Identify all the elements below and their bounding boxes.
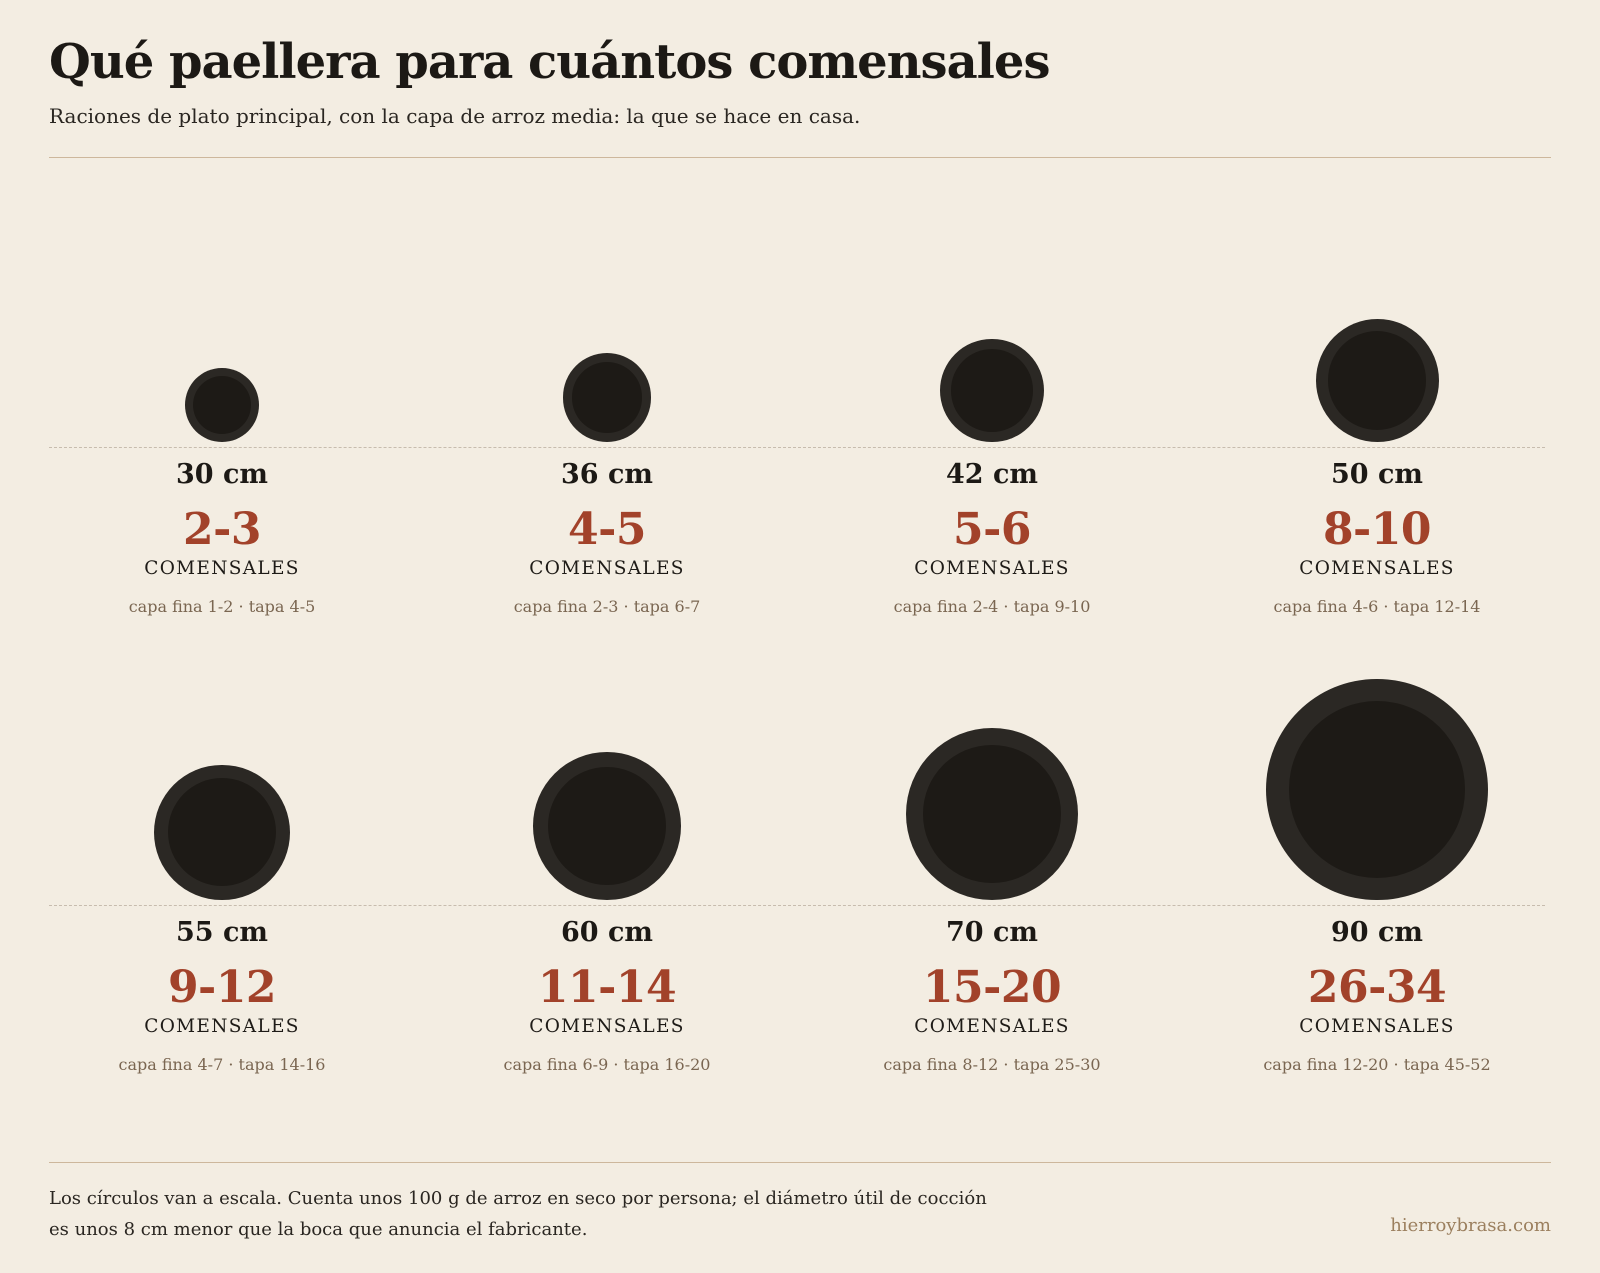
- diners-unit: COMENSALES: [529, 1016, 685, 1037]
- pan-card: 60 cm 11-14 COMENSALES capa fina 6-9 · tapa…: [457, 905, 757, 1073]
- footnote: Los círculos van a escala. Cuenta unos 1…: [49, 1188, 987, 1240]
- diners-unit: COMENSALES: [1299, 1016, 1455, 1037]
- diners-unit: COMENSALES: [914, 1016, 1070, 1037]
- diners-range: 15-20: [922, 962, 1062, 1013]
- pan-circle: [154, 764, 290, 900]
- pan-circle: [940, 338, 1044, 442]
- site-credit: hierroybrasa.com: [1390, 1215, 1551, 1236]
- layer-detail: capa fina 4-6 · tapa 12-14: [1273, 596, 1481, 616]
- pan-base: [923, 745, 1061, 883]
- layer-detail: capa fina 12-20 · tapa 45-52: [1263, 1054, 1491, 1074]
- baseline-row-2: [49, 905, 1545, 906]
- pan-card: 30 cm 2-3 COMENSALES capa fina 1-2 · tapa 4…: [72, 447, 372, 615]
- pan-size: 90 cm: [1331, 917, 1423, 948]
- pan-card: 55 cm 9-12 COMENSALES capa fina 4-7 · tapa …: [72, 905, 372, 1073]
- pan-circle: [562, 353, 652, 442]
- pan-base: [1288, 701, 1466, 878]
- diners-unit: COMENSALES: [144, 1016, 300, 1037]
- page-title: Qué paellera para cuántos comensales: [49, 34, 1050, 90]
- layer-detail: capa fina 2-3 · tapa 6-7: [513, 596, 701, 616]
- pan-card: 36 cm 4-5 COMENSALES capa fina 2-3 · tapa 6…: [457, 447, 757, 615]
- bottom-divider: [49, 1162, 1551, 1163]
- diners-range: 5-6: [953, 504, 1032, 555]
- pan-size: 50 cm: [1331, 459, 1423, 490]
- pan-circle: [185, 368, 259, 442]
- layer-detail: capa fina 8-12 · tapa 25-30: [883, 1054, 1101, 1074]
- diners-range: 8-10: [1322, 504, 1432, 555]
- diners-range: 11-14: [537, 962, 677, 1013]
- pan-size: 55 cm: [176, 917, 268, 948]
- diners-range: 4-5: [568, 504, 647, 555]
- diners-unit: COMENSALES: [1299, 558, 1455, 579]
- diners-unit: COMENSALES: [144, 558, 300, 579]
- pan-circle: [1315, 319, 1439, 442]
- diners-range: 9-12: [167, 962, 277, 1013]
- diners-range: 26-34: [1307, 962, 1447, 1013]
- pan-size: 30 cm: [176, 459, 268, 490]
- layer-detail: capa fina 6-9 · tapa 16-20: [503, 1054, 711, 1074]
- diners-unit: COMENSALES: [914, 558, 1070, 579]
- layer-detail: capa fina 1-2 · tapa 4-5: [128, 596, 316, 616]
- pan-circle: [905, 727, 1079, 900]
- pan-size: 36 cm: [561, 459, 653, 490]
- pan-base: [950, 349, 1034, 432]
- layer-detail: capa fina 4-7 · tapa 14-16: [118, 1054, 326, 1074]
- pan-card: 42 cm 5-6 COMENSALES capa fina 2-4 · tapa 9…: [842, 447, 1142, 615]
- pan-base: [571, 362, 643, 433]
- pan-size: 70 cm: [946, 917, 1038, 948]
- pan-base: [1327, 331, 1427, 430]
- layer-detail: capa fina 2-4 · tapa 9-10: [893, 596, 1091, 616]
- pan-circle: [1266, 678, 1488, 900]
- diners-unit: COMENSALES: [529, 558, 685, 579]
- pan-size: 60 cm: [561, 917, 653, 948]
- pan-card: 50 cm 8-10 COMENSALES capa fina 4-6 · tapa …: [1227, 447, 1527, 615]
- pan-base: [168, 778, 276, 887]
- pan-circle: [533, 752, 681, 900]
- pan-card: 70 cm 15-20 COMENSALES capa fina 8-12 · tap…: [842, 905, 1142, 1073]
- pan-size: 42 cm: [946, 459, 1038, 490]
- pan-base: [192, 375, 252, 435]
- baseline-row-1: [49, 447, 1545, 448]
- pan-base: [548, 767, 666, 885]
- pan-card: 90 cm 26-34 COMENSALES capa fina 12-20 · ta…: [1227, 905, 1527, 1073]
- page-subtitle: Raciones de plato principal, con la capa…: [49, 104, 861, 128]
- diners-range: 2-3: [183, 504, 262, 555]
- top-divider: [49, 157, 1551, 158]
